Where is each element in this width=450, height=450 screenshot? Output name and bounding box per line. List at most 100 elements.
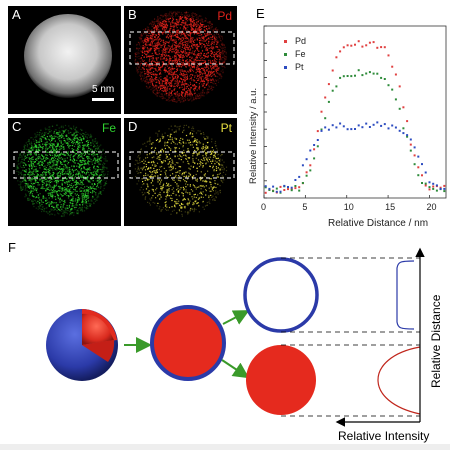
data-point-fe — [432, 187, 435, 190]
data-point-fe — [320, 128, 323, 131]
data-point-pd — [305, 171, 308, 174]
line-scan-box — [129, 31, 235, 65]
data-point-pd — [361, 45, 364, 48]
scale-bar-label: 5 nm — [92, 84, 115, 95]
data-point-fe — [421, 182, 423, 184]
data-point-pt — [316, 139, 319, 141]
data-point-pt — [380, 124, 383, 127]
data-point-fe — [298, 189, 301, 192]
data-point-fe — [391, 88, 394, 91]
data-point-pt — [283, 184, 286, 187]
legend-label: Fe — [295, 49, 306, 59]
data-point-fe — [294, 185, 297, 187]
data-point-fe — [376, 72, 379, 75]
fe-signal-dots — [16, 124, 109, 217]
data-point-fe — [357, 69, 360, 72]
data-point-pd — [339, 50, 342, 53]
y-axis-ticks — [264, 25, 267, 199]
bottom-scrollbar[interactable] — [0, 444, 450, 450]
pd-element-label: Pd — [217, 9, 232, 23]
data-point-pt — [324, 126, 327, 129]
data-point-fe — [394, 98, 397, 101]
shell-ring — [243, 257, 319, 333]
data-point-fe — [272, 190, 275, 193]
data-point-pd — [357, 40, 360, 43]
data-point-pd — [298, 186, 301, 189]
data-point-pd — [394, 73, 397, 76]
data-point-pd — [376, 46, 379, 49]
plot-frame — [263, 25, 447, 199]
panel-e-letter: E — [256, 6, 265, 21]
data-point-pt — [287, 186, 289, 188]
data-point-fe — [335, 85, 338, 88]
data-point-fe — [372, 72, 375, 75]
panel-c-letter: C — [12, 119, 22, 134]
y-axis-label: Relative Intensity / a.u. — [248, 88, 259, 184]
data-point-pd — [316, 130, 319, 133]
data-point-pt — [357, 124, 360, 127]
data-point-pt — [383, 123, 386, 126]
x-tick-label: 15 — [385, 202, 395, 212]
pd-signal-dots — [134, 11, 228, 103]
data-point-pt — [409, 138, 412, 141]
data-point-pt — [361, 126, 364, 129]
data-point-pt — [301, 164, 304, 167]
data-point-fe — [424, 182, 427, 185]
legend-label: Pd — [295, 36, 306, 46]
data-point-pt — [421, 163, 423, 166]
data-point-pd — [383, 46, 386, 49]
legend-label: Pt — [295, 62, 304, 72]
data-point-pd — [439, 186, 442, 189]
data-point-pd — [365, 44, 368, 47]
data-point-pd — [428, 188, 431, 191]
data-point-pt — [346, 128, 349, 131]
series-pd — [264, 40, 446, 194]
panel-d-letter: D — [128, 119, 138, 134]
data-point-pt — [313, 144, 316, 146]
legend-marker — [284, 66, 287, 69]
data-point-pt — [376, 121, 379, 124]
fe-element-label: Fe — [101, 121, 116, 135]
haadf-particle — [24, 14, 114, 101]
data-point-pd — [313, 148, 316, 151]
data-point-pt — [398, 129, 401, 132]
relative-intensity-label: Relative Intensity — [338, 429, 429, 443]
data-point-pd — [413, 154, 416, 157]
shell-intensity-profile — [396, 260, 415, 330]
legend-marker — [284, 53, 287, 56]
data-point-pd — [283, 189, 286, 191]
data-point-pt — [275, 190, 278, 193]
data-point-pt — [435, 184, 438, 187]
data-point-pt — [320, 129, 323, 132]
core-shell-schematic: Relative Distance Relative Intensity — [46, 247, 443, 443]
data-point-fe — [313, 157, 316, 160]
data-point-pd — [354, 43, 356, 46]
data-point-pt — [305, 158, 308, 161]
data-point-pt — [298, 175, 301, 178]
legend: Pd Fe Pt — [284, 36, 306, 72]
panel-a-letter: A — [12, 7, 21, 22]
panel-d-pt-map: D Pt — [124, 118, 237, 226]
data-point-pd — [398, 85, 401, 88]
panel-f-letter: F — [8, 240, 16, 255]
x-tick-label: 5 — [302, 202, 307, 212]
data-point-fe — [305, 174, 308, 177]
data-point-fe — [327, 100, 330, 103]
data-point-pt — [342, 125, 345, 128]
panel-b-letter: B — [128, 7, 137, 22]
data-point-fe — [331, 89, 334, 92]
data-point-pt — [402, 132, 405, 135]
fe-map-image — [13, 124, 119, 217]
data-point-fe — [275, 187, 278, 190]
data-point-pt — [335, 126, 338, 129]
series-fe — [264, 69, 446, 194]
data-point-pd — [294, 187, 297, 190]
panel-b-pd-map: B Pd — [124, 6, 237, 114]
cross-section-disk — [150, 305, 226, 381]
data-point-pt — [406, 134, 409, 137]
core-shell-sphere-icon — [46, 309, 118, 381]
data-point-pt — [294, 179, 297, 181]
data-point-fe — [290, 189, 293, 192]
data-point-pd — [417, 166, 420, 169]
data-point-pd — [402, 106, 405, 109]
